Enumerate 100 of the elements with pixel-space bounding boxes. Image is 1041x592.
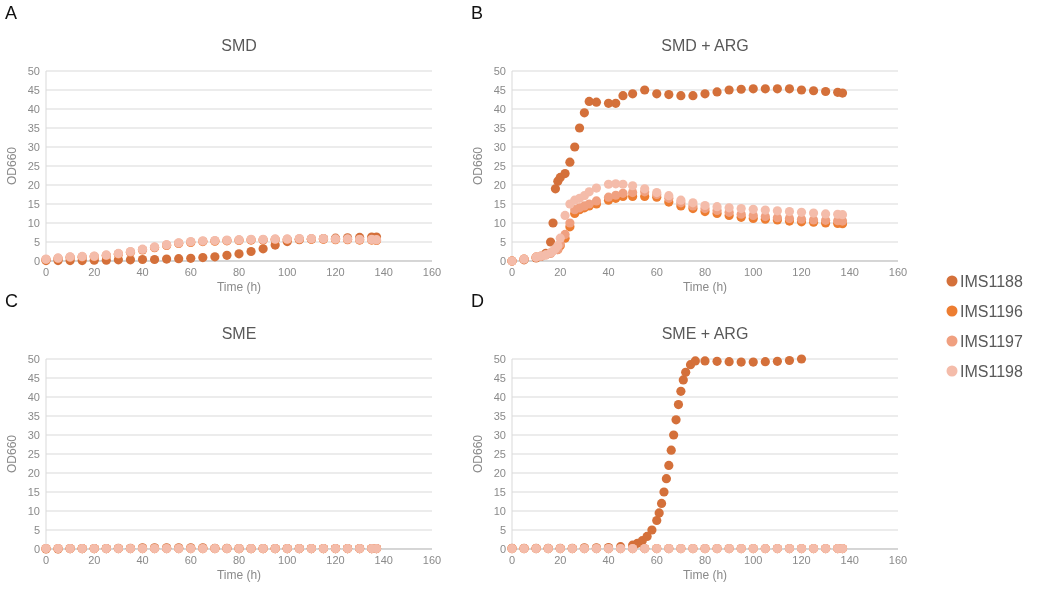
y-tick-label: 35 — [493, 409, 506, 422]
y-tick-label: 15 — [493, 485, 506, 498]
text: B — [471, 3, 484, 23]
y-axis-title: OD660 — [5, 146, 19, 186]
y-tick-label: 20 — [493, 178, 506, 191]
y-tick-label: 50 — [493, 352, 506, 365]
x-tick-label: 20 — [554, 266, 567, 278]
y-tick-label: 10 — [493, 504, 506, 517]
y-tick-label: 35 — [27, 121, 40, 134]
y-tick-label: 40 — [493, 102, 506, 115]
x-tick-label: 40 — [602, 554, 615, 566]
y-axis-title: OD660 — [5, 434, 19, 474]
x-tick-label: 160 — [888, 266, 908, 278]
x-axis-title: Time (h) — [216, 280, 262, 294]
y-tick-label: 40 — [493, 390, 506, 403]
x-tick-label: 160 — [422, 554, 442, 566]
y-tick-label: 45 — [493, 371, 506, 384]
x-tick-label: 120 — [326, 554, 345, 566]
y-tick-label: 5 — [33, 235, 40, 248]
text: C — [5, 291, 18, 311]
y-tick-label: 0 — [33, 542, 40, 555]
x-tick-label: 20 — [88, 266, 101, 278]
x-tick-label: 140 — [840, 554, 859, 566]
y-tick-label: 35 — [493, 121, 506, 134]
y-tick-label: 25 — [27, 447, 40, 460]
x-tick-label: 40 — [136, 554, 149, 566]
y-tick-label: 10 — [27, 504, 40, 517]
legend-label: IMS1188 — [960, 272, 1023, 290]
x-tick-label: 140 — [374, 266, 393, 278]
x-tick-label: 0 — [508, 554, 516, 566]
y-tick-label: 45 — [27, 371, 40, 384]
y-tick-label: 5 — [499, 235, 506, 248]
y-tick-label: 25 — [27, 159, 40, 172]
legend-label: IMS1197 — [960, 332, 1023, 350]
text: D — [471, 291, 484, 311]
y-tick-label: 35 — [27, 409, 40, 422]
y-axis-title: OD660 — [471, 146, 485, 186]
x-tick-label: 140 — [840, 266, 859, 278]
x-tick-label: 100 — [278, 266, 297, 278]
y-tick-label: 20 — [27, 466, 40, 479]
y-tick-label: 30 — [493, 428, 506, 441]
y-tick-label: 15 — [27, 485, 40, 498]
y-tick-label: 0 — [499, 254, 506, 267]
x-tick-label: 160 — [888, 554, 908, 566]
y-tick-label: 30 — [493, 140, 506, 153]
chart-title: SMD — [221, 37, 257, 54]
y-tick-label: 0 — [499, 542, 506, 555]
x-tick-label: 20 — [88, 554, 101, 566]
y-tick-label: 15 — [493, 197, 506, 210]
x-tick-label: 40 — [602, 266, 615, 278]
y-tick-label: 25 — [493, 159, 506, 172]
x-tick-label: 120 — [326, 266, 345, 278]
y-tick-label: 25 — [493, 447, 506, 460]
x-tick-label: 120 — [792, 266, 811, 278]
x-tick-label: 60 — [650, 266, 663, 278]
x-tick-label: 100 — [744, 266, 763, 278]
x-tick-label: 60 — [650, 554, 663, 566]
y-tick-label: 30 — [27, 428, 40, 441]
x-tick-label: 20 — [554, 554, 567, 566]
x-tick-label: 40 — [136, 266, 149, 278]
legend-label: IMS1196 — [960, 302, 1023, 320]
y-tick-label: 5 — [33, 523, 40, 536]
x-tick-label: 120 — [792, 554, 811, 566]
y-tick-label: 30 — [27, 140, 40, 153]
x-tick-label: 0 — [42, 266, 50, 278]
chart-title: SME — [221, 325, 257, 342]
x-tick-label: 140 — [374, 554, 393, 566]
y-tick-label: 50 — [27, 352, 40, 365]
legend-label: IMS1198 — [960, 362, 1023, 380]
x-tick-label: 160 — [422, 266, 442, 278]
x-tick-label: 80 — [698, 266, 712, 278]
x-tick-label: 0 — [508, 266, 516, 278]
y-axis-title: OD660 — [471, 434, 485, 474]
y-tick-label: 45 — [27, 83, 40, 96]
y-tick-label: 0 — [33, 254, 40, 267]
y-tick-label: 10 — [27, 216, 40, 229]
x-tick-label: 100 — [744, 554, 763, 566]
text: A — [5, 3, 18, 23]
x-tick-label: 100 — [278, 554, 297, 566]
y-tick-label: 50 — [493, 64, 506, 77]
y-tick-label: 20 — [493, 466, 506, 479]
y-tick-label: 40 — [27, 390, 40, 403]
x-tick-label: 0 — [42, 554, 50, 566]
x-tick-label: 80 — [698, 554, 712, 566]
y-tick-label: 15 — [27, 197, 40, 210]
x-tick-label: 60 — [184, 554, 197, 566]
y-tick-label: 5 — [499, 523, 506, 536]
y-tick-label: 45 — [493, 83, 506, 96]
x-tick-label: 80 — [232, 266, 246, 278]
y-tick-label: 20 — [27, 178, 40, 191]
x-axis-title: Time (h) — [682, 568, 728, 582]
x-axis-title: Time (h) — [216, 568, 262, 582]
chart-title: SME + ARG — [661, 325, 749, 342]
x-tick-label: 80 — [232, 554, 246, 566]
x-tick-label: 60 — [184, 266, 197, 278]
chart-title: SMD + ARG — [661, 37, 749, 54]
y-tick-label: 40 — [27, 102, 40, 115]
x-axis-title: Time (h) — [682, 280, 728, 294]
y-tick-label: 10 — [493, 216, 506, 229]
y-tick-label: 50 — [27, 64, 40, 77]
